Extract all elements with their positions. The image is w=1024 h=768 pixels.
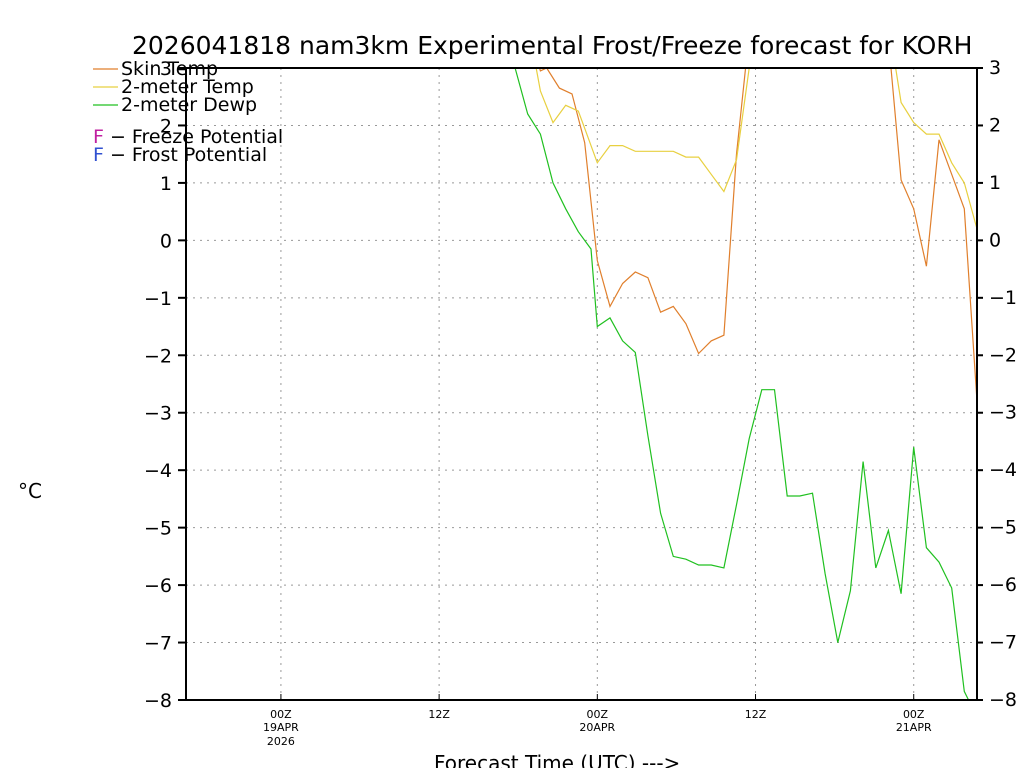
y-tick-label: −5: [144, 518, 172, 540]
chart-title: 2026041818 nam3km Experimental Frost/Fre…: [132, 31, 972, 60]
series-line-skin-temp: [538, 68, 977, 402]
legend-note: F − Freeze Potential: [93, 126, 283, 148]
y-tick-label: 1: [160, 173, 172, 195]
y-tick-label-right: 3: [989, 57, 1001, 79]
x-tick-label: 00Z: [903, 708, 925, 721]
x-tick-label: 00Z: [270, 708, 292, 721]
y-tick-label-right: −2: [989, 344, 1017, 366]
y-tick-label: −8: [144, 690, 172, 712]
y-tick-label: −1: [144, 288, 172, 310]
grid: [186, 68, 977, 700]
y-tick-label-right: −3: [989, 402, 1017, 424]
x-axis-label: Forecast Time (UTC) --->: [434, 751, 680, 768]
y-tick-label: −4: [144, 460, 172, 482]
legend-label: Skin Temp: [121, 58, 218, 80]
y-tick-label-right: −7: [989, 632, 1017, 654]
plot-frame: [185, 67, 978, 701]
y-tick-label-right: −8: [989, 689, 1017, 711]
axes: −8 −8 −7 −7 −6 −6 −5 −5 −4 −4 −3 −3 −2 −2 −1 −1 0 0 1 1 2 2 3 3…: [144, 57, 1017, 748]
x-tick-label: 12Z: [745, 708, 767, 721]
legend-note-letter: F: [93, 144, 104, 166]
legend-label: 2-meter Dewp: [121, 94, 257, 116]
y-axis-label: °C: [18, 479, 42, 503]
y-tick-label-right: −5: [989, 517, 1017, 539]
legend-note-letter: F: [93, 126, 104, 148]
legend-note: F − Frost Potential: [93, 144, 267, 166]
y-tick-label-right: −6: [989, 574, 1017, 596]
y-tick-label: −7: [144, 633, 172, 655]
y-tick-label: −3: [144, 403, 172, 425]
plot-area: [514, 68, 977, 700]
series-line-2-meter-dewp: [514, 68, 970, 700]
legend-note-text: − Freeze Potential: [104, 126, 283, 148]
x-tick-date: 19APR: [263, 721, 299, 734]
y-tick-label: 2: [160, 115, 172, 137]
y-tick-label-right: −4: [989, 459, 1017, 481]
y-tick-label-right: 2: [989, 114, 1001, 136]
series-layer: [514, 68, 977, 700]
legend-note-text: − Frost Potential: [104, 144, 267, 166]
y-tick-label: −6: [144, 575, 172, 597]
x-tick-date: 20APR: [579, 721, 615, 734]
x-tick-label: 00Z: [587, 708, 609, 721]
y-tick-label-right: 1: [989, 172, 1001, 194]
x-tick-label: 12Z: [428, 708, 450, 721]
x-tick-year: 2026: [267, 735, 295, 748]
y-tick-label: −2: [144, 345, 172, 367]
y-tick-label-right: −1: [989, 287, 1017, 309]
y-tick-label-right: 0: [989, 229, 1001, 251]
y-tick-label: 0: [160, 230, 172, 252]
y-tick-label: 3: [160, 58, 172, 80]
x-tick-date: 21APR: [896, 721, 932, 734]
series-line-2-meter-temp: [535, 68, 977, 230]
legend-label: 2-meter Temp: [121, 76, 254, 98]
